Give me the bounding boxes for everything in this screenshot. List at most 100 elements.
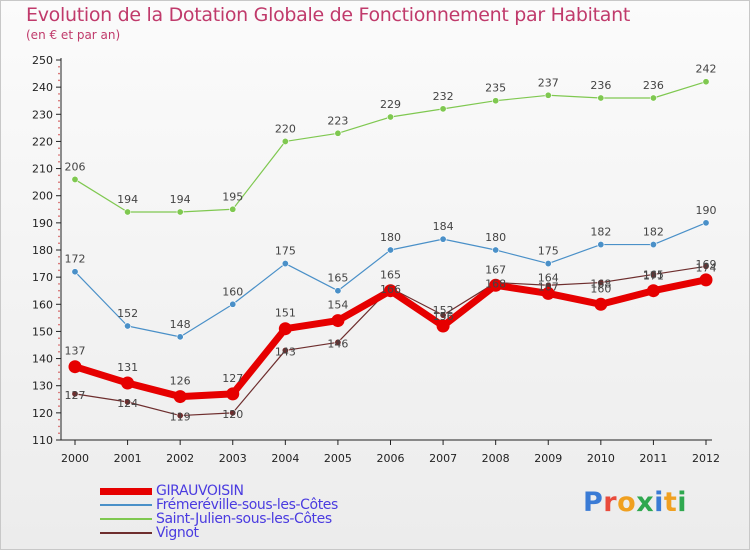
data-point-2 (281, 137, 289, 145)
legend-swatch-girauvoisin (100, 488, 152, 495)
logo-letter: i (654, 487, 664, 518)
data-label-2: 235 (485, 82, 506, 95)
data-label-2: 206 (65, 160, 86, 173)
data-label-1: 182 (643, 226, 664, 239)
y-tick-label: 120 (32, 407, 53, 420)
data-point-3 (334, 338, 342, 346)
data-label-3: 156 (433, 310, 454, 323)
data-point-1 (124, 322, 132, 330)
data-point-1 (386, 246, 394, 254)
y-tick-label: 170 (32, 271, 53, 284)
data-label-3: 174 (696, 261, 717, 274)
legend-label-fremereville: Frémeréville-sous-les-Côtes (156, 497, 338, 513)
legend-label-vignot: Vignot (156, 525, 199, 541)
y-minor-tick (58, 405, 60, 407)
y-minor-tick (58, 418, 60, 421)
logo-letter: x (636, 487, 655, 518)
data-point-2 (176, 208, 184, 216)
data-point-3 (597, 279, 605, 287)
data-label-2: 194 (170, 193, 191, 206)
data-point-2 (649, 94, 657, 102)
data-label-3: 168 (590, 278, 611, 291)
data-point-0 (384, 284, 397, 298)
y-minor-tick (58, 337, 60, 340)
data-point-3 (439, 311, 447, 319)
chart-axes: 110 120 130 140 150 160 170 180 190 200 210 220 230 2… (32, 54, 720, 465)
data-label-2: 242 (696, 63, 717, 76)
data-label-3: 120 (222, 408, 243, 421)
data-label-0: 167 (485, 263, 506, 276)
chart-title: Evolution de la Dotation Globale de Fonc… (26, 4, 631, 26)
data-label-3: 127 (65, 389, 86, 402)
y-minor-tick (58, 228, 60, 231)
data-point-3 (176, 412, 184, 420)
y-minor-tick (58, 255, 60, 258)
data-point-0 (541, 286, 555, 300)
data-point-2 (229, 205, 237, 213)
legend-label-girauvoisin: GIRAUVOISIN (156, 483, 244, 499)
y-tick-label: 160 (32, 298, 53, 311)
y-minor-tick (58, 65, 60, 68)
y-tick-label: 180 (32, 244, 53, 257)
y-minor-tick (58, 99, 60, 102)
data-point-2 (492, 97, 500, 105)
y-minor-tick (58, 296, 60, 299)
data-label-0: 160 (590, 282, 611, 295)
chart-subtitle: (en € et par an) (26, 28, 121, 42)
y-minor-tick (58, 364, 60, 367)
data-point-1 (702, 219, 710, 227)
data-label-2: 220 (275, 122, 296, 135)
data-point-2 (597, 94, 605, 102)
data-label-0: 131 (117, 361, 138, 374)
x-tick-label: 2011 (639, 452, 667, 465)
data-point-1 (544, 260, 552, 268)
y-tick-label: 240 (32, 81, 53, 94)
data-point-0 (436, 319, 450, 333)
y-minor-tick (58, 147, 60, 150)
data-label-3: 146 (327, 337, 348, 350)
data-label-1: 165 (327, 272, 348, 285)
legend-swatch-saint-julien (100, 518, 152, 520)
data-label-2: 236 (590, 79, 611, 92)
data-label-1: 180 (485, 231, 506, 244)
data-label-1: 148 (170, 318, 191, 331)
y-minor-tick (58, 344, 60, 346)
x-tick-label: 2004 (271, 452, 299, 465)
data-label-1: 182 (590, 226, 611, 239)
data-point-2 (439, 105, 447, 113)
data-label-3: 171 (643, 269, 664, 282)
data-label-2: 232 (433, 90, 454, 103)
data-point-0 (278, 322, 292, 336)
series-layer (68, 78, 713, 420)
data-label-2: 194 (117, 193, 138, 206)
y-minor-tick (58, 432, 60, 435)
data-label-1: 152 (117, 307, 138, 320)
data-point-0 (68, 360, 82, 374)
y-minor-tick (58, 120, 60, 122)
data-point-1 (229, 300, 237, 308)
data-point-3 (281, 346, 289, 354)
data-point-3 (124, 398, 132, 406)
data-point-1 (649, 241, 657, 249)
line-chart: 110 120 130 140 150 160 170 180 190 200 210 220 230 2… (32, 54, 720, 465)
x-tick-label: 2006 (377, 452, 405, 465)
data-point-1 (597, 241, 605, 249)
data-point-2 (544, 91, 552, 99)
y-tick-label: 140 (32, 353, 53, 366)
data-point-2 (124, 208, 132, 216)
data-label-2: 236 (643, 79, 664, 92)
logo-letter: t (663, 487, 678, 518)
logo-letter: i (677, 487, 688, 518)
legend-label-saint-julien: Saint-Julien-sous-les-Côtes (156, 511, 332, 527)
data-label-3: 168 (485, 278, 506, 291)
x-tick-label: 2008 (482, 452, 510, 465)
data-point-2 (334, 129, 342, 137)
y-tick-label: 250 (32, 54, 53, 67)
legend-swatch-fremereville (100, 504, 152, 506)
data-label-1: 175 (538, 245, 559, 258)
data-label-0: 165 (643, 269, 664, 282)
y-tick-label: 130 (32, 380, 53, 393)
x-tick-label: 2012 (692, 452, 720, 465)
data-label-2: 237 (538, 76, 559, 89)
